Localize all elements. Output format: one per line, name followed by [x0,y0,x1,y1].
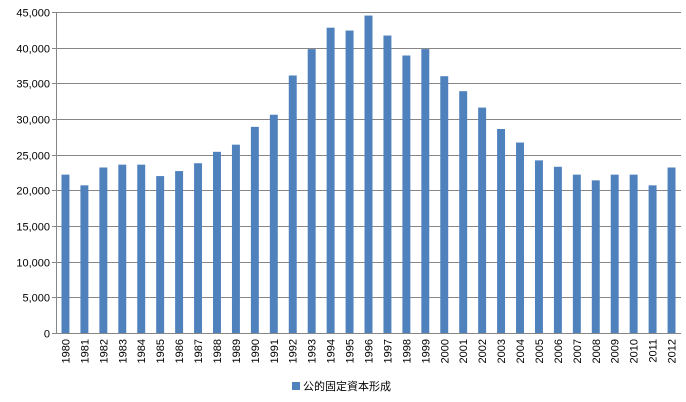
y-tick-label: 10,000 [16,258,50,270]
y-axis-ticks: 0 5,000 10,000 15,000 20,000 25,000 30,000 35,0… [16,8,50,341]
x-tick-label: 2007 [572,339,584,363]
x-tick-label: 1981 [79,339,91,363]
bar-2010 [629,174,638,333]
x-tick-label: 1996 [364,339,376,363]
bar-1996 [364,15,373,333]
bar-1992 [288,75,297,334]
bar-1981 [80,185,89,333]
bar-1999 [421,49,430,334]
x-tick-label: 1990 [250,339,262,363]
x-tick-label: 1986 [174,339,186,363]
x-tick-label: 2010 [629,339,641,363]
x-tick-label: 1984 [136,339,148,363]
y-tick-label: 20,000 [16,186,50,198]
bar-1990 [250,126,259,333]
x-tick-label: 1989 [231,339,243,363]
bar-1980 [61,174,70,333]
x-tick-label: 1983 [117,339,129,363]
x-tick-label: 1988 [212,339,224,363]
x-tick-label: 2009 [610,339,622,363]
x-tick-label: 1993 [307,339,319,363]
y-tick-label: 15,000 [16,222,50,234]
bar-1993 [307,49,316,334]
bar-1994 [326,27,335,333]
bar-2009 [610,174,619,333]
bar-1982 [99,167,108,333]
bar-2001 [459,91,468,334]
y-tick-label: 40,000 [16,44,50,56]
x-axis-ticks: 1980 1981 1982 1983 1984 1985 1986 1987 1988 1989… [60,339,678,363]
legend-label: 公的固定資本形成 [303,379,391,393]
bar-2012 [667,167,676,333]
x-tick-label: 1995 [345,339,357,363]
bar-1984 [137,164,146,333]
bar-2007 [572,174,581,333]
x-tick-label: 1991 [269,339,281,363]
x-tick-label: 2000 [439,339,451,363]
bar-1983 [118,164,127,333]
legend-swatch [292,382,300,390]
bar-1985 [156,176,165,333]
x-tick-label: 1980 [60,339,72,363]
x-tick-label: 2003 [496,339,508,363]
x-tick-label: 2011 [648,339,660,363]
bar-2003 [497,128,506,333]
bar-1995 [345,30,354,334]
x-tick-label: 1982 [98,339,110,363]
bar-1988 [213,151,221,333]
bar-1987 [194,163,203,333]
x-tick-label: 2005 [534,339,546,363]
bar-1991 [269,114,278,333]
bar-2004 [516,142,524,333]
bar-1989 [231,144,240,333]
y-tick-label: 0 [44,329,50,341]
y-tick-label: 35,000 [16,79,50,91]
x-tick-label: 1987 [193,339,205,363]
data-bars [61,15,676,334]
bar-2008 [591,180,600,333]
legend: 公的固定資本形成 [292,379,391,393]
y-tick-label: 5,000 [22,293,50,305]
bar-2000 [440,76,449,333]
x-tick-label: 2004 [515,339,527,363]
x-tick-label: 1997 [382,339,394,363]
y-tick-label: 30,000 [16,115,50,127]
x-tick-label: 1994 [326,339,338,363]
x-tick-label: 2012 [667,339,679,363]
x-tick-label: 1992 [288,339,300,363]
bar-2002 [478,107,487,333]
x-tick-label: 2008 [591,339,603,363]
bar-1998 [402,55,411,333]
bar-2011 [648,185,657,333]
bar-1997 [383,35,392,333]
axes [52,12,681,334]
y-tick-label: 25,000 [16,151,50,163]
x-tick-label: 2002 [477,339,489,363]
x-tick-label: 1998 [401,339,413,363]
x-tick-label: 2001 [458,339,470,363]
bar-1986 [175,171,184,333]
y-tick-label: 45,000 [16,8,50,20]
bar-2006 [553,166,562,333]
x-tick-label: 1985 [155,339,167,363]
x-tick-label: 2006 [553,339,565,363]
bar-2005 [534,160,543,333]
x-tick-label: 1999 [420,339,432,363]
